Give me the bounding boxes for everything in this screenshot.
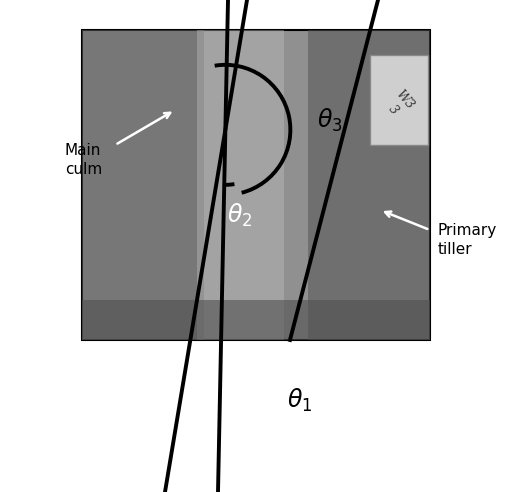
Bar — [82, 30, 204, 340]
Text: Primary
tiller: Primary tiller — [438, 223, 497, 257]
Bar — [197, 30, 284, 340]
Text: $\theta_2$: $\theta_2$ — [228, 201, 252, 229]
Text: $\theta_3$: $\theta_3$ — [317, 106, 343, 134]
Text: Main
culm: Main culm — [65, 143, 102, 177]
Bar — [82, 30, 430, 340]
Bar — [308, 30, 430, 340]
Text: W3
3: W3 3 — [382, 88, 416, 122]
Text: $\theta_1$: $\theta_1$ — [288, 386, 313, 414]
Bar — [82, 300, 430, 340]
Bar — [370, 55, 428, 145]
